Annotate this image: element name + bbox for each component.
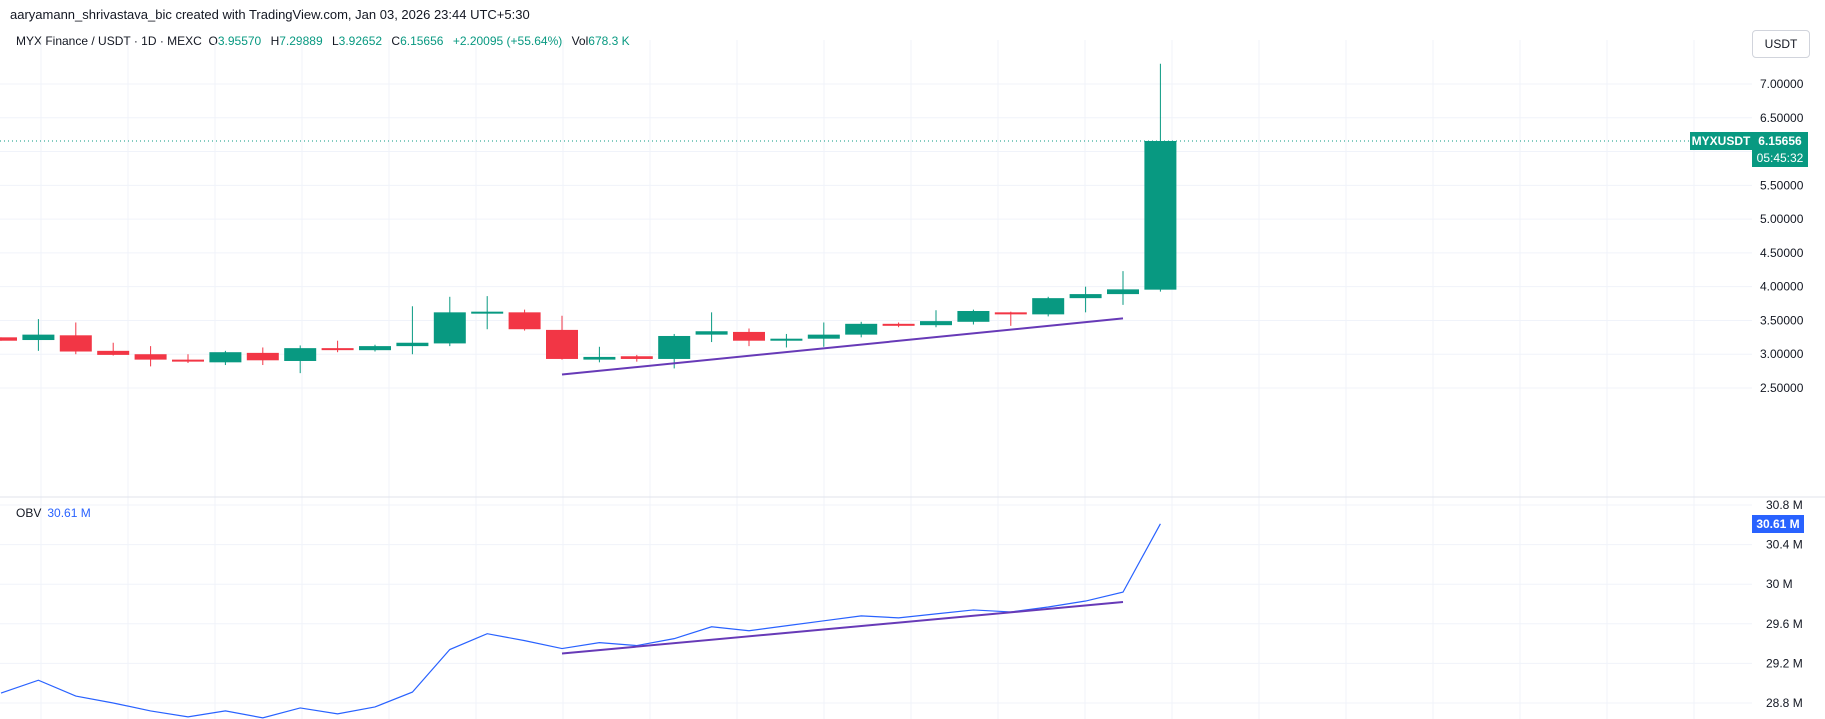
obv-tick-label: 29.6 M xyxy=(1766,617,1803,631)
volume-label: Vol xyxy=(571,34,589,48)
price-tick-label: 4.00000 xyxy=(1760,280,1804,294)
candle-body xyxy=(882,323,915,326)
price-tick-label: 7.00000 xyxy=(1760,77,1804,91)
symbol-price-tag: MYXUSDT xyxy=(1690,131,1752,150)
candle-body xyxy=(920,321,952,326)
price-trendline xyxy=(561,317,1124,376)
candle-body xyxy=(134,354,167,360)
volume-value: 678.3 K xyxy=(588,34,630,48)
open-label: O xyxy=(208,34,218,48)
candle-body xyxy=(770,338,803,341)
candle-body xyxy=(396,342,429,347)
candles xyxy=(0,63,1752,376)
obv-plot xyxy=(0,523,1161,719)
obv-tick-label: 30 M xyxy=(1766,577,1793,591)
price-tick-label: 2.50000 xyxy=(1760,381,1804,395)
candle-body xyxy=(1032,298,1065,315)
obv-tick-label: 28.8 M xyxy=(1766,696,1803,710)
candle-body xyxy=(59,335,92,352)
candle-body xyxy=(695,331,728,335)
price-tick-label: 4.50000 xyxy=(1760,246,1804,260)
open-value: 3.95570 xyxy=(217,34,262,48)
candle-body xyxy=(321,348,354,351)
grid xyxy=(0,40,1825,719)
candle-body xyxy=(471,311,504,314)
close-value: 6.15656 xyxy=(400,34,444,48)
chart-credit: aaryamann_shrivastava_bic created with T… xyxy=(10,7,530,22)
obv-tick-label: 30.4 M xyxy=(1766,538,1803,552)
candle-body xyxy=(658,335,691,359)
obv-value: 30.61 M xyxy=(47,506,91,520)
obv-trendline xyxy=(561,601,1124,655)
price-tick-label: 6.50000 xyxy=(1760,111,1804,125)
candle-body xyxy=(546,329,578,359)
obv-line xyxy=(0,523,1161,719)
low-label: L xyxy=(331,34,339,48)
candle-body xyxy=(1144,140,1177,290)
candle-body xyxy=(1107,289,1139,295)
high-label: H xyxy=(270,34,280,48)
candle-body xyxy=(733,331,765,341)
candle-body xyxy=(359,346,391,351)
candle-body xyxy=(957,310,990,322)
obv-axis[interactable]: 30.8 M 30.4 M 30 M 29.6 M 29.2 M 28.8 M xyxy=(1766,498,1803,710)
candle-body xyxy=(583,356,616,360)
low-value: 3.92652 xyxy=(338,34,383,48)
price-tick-label: 5.00000 xyxy=(1760,212,1804,226)
obv-value-tag: 30.61 M xyxy=(1752,514,1804,533)
candle-body xyxy=(0,337,17,341)
price-tick-label: 3.00000 xyxy=(1760,347,1804,361)
candle-body xyxy=(209,352,242,363)
obv-tick-label: 30.8 M xyxy=(1766,498,1803,512)
candle-body xyxy=(246,352,279,361)
countdown-tag: 05:45:32 xyxy=(1752,149,1808,167)
top-bar: aaryamann_shrivastava_bic created with T… xyxy=(0,0,1825,28)
candle-body xyxy=(22,334,55,341)
close-label: C xyxy=(391,34,401,48)
candle-body xyxy=(994,312,1027,315)
candle-body xyxy=(433,312,466,344)
candle-body xyxy=(284,348,317,361)
candle-body xyxy=(807,334,840,339)
symbol-name[interactable]: MYX Finance / USDT · 1D · MEXC xyxy=(16,34,202,48)
obv-legend: OBV 30.61 M xyxy=(16,506,91,520)
high-value: 7.29889 xyxy=(279,34,323,48)
currency-button[interactable]: USDT xyxy=(1752,30,1810,58)
symbol-legend: MYX Finance / USDT · 1D · MEXC O3.95570 … xyxy=(16,34,636,48)
obv-label[interactable]: OBV xyxy=(16,506,42,520)
candle-body xyxy=(172,359,204,362)
last-price-tag: 6.15656 xyxy=(1752,131,1808,150)
candle-body xyxy=(1069,294,1102,299)
change-value: +2.20095 (+55.64%) xyxy=(452,34,563,48)
candle-body xyxy=(845,323,878,335)
candle-body xyxy=(620,356,653,359)
price-tick-label: 5.50000 xyxy=(1760,178,1804,192)
price-tick-label: 3.50000 xyxy=(1760,313,1804,327)
candle-body xyxy=(97,350,130,355)
price-axis[interactable]: 7.000006.500006.000005.500005.000004.500… xyxy=(1760,77,1804,395)
candle-body xyxy=(508,312,541,330)
obv-tick-label: 29.2 M xyxy=(1766,656,1803,670)
